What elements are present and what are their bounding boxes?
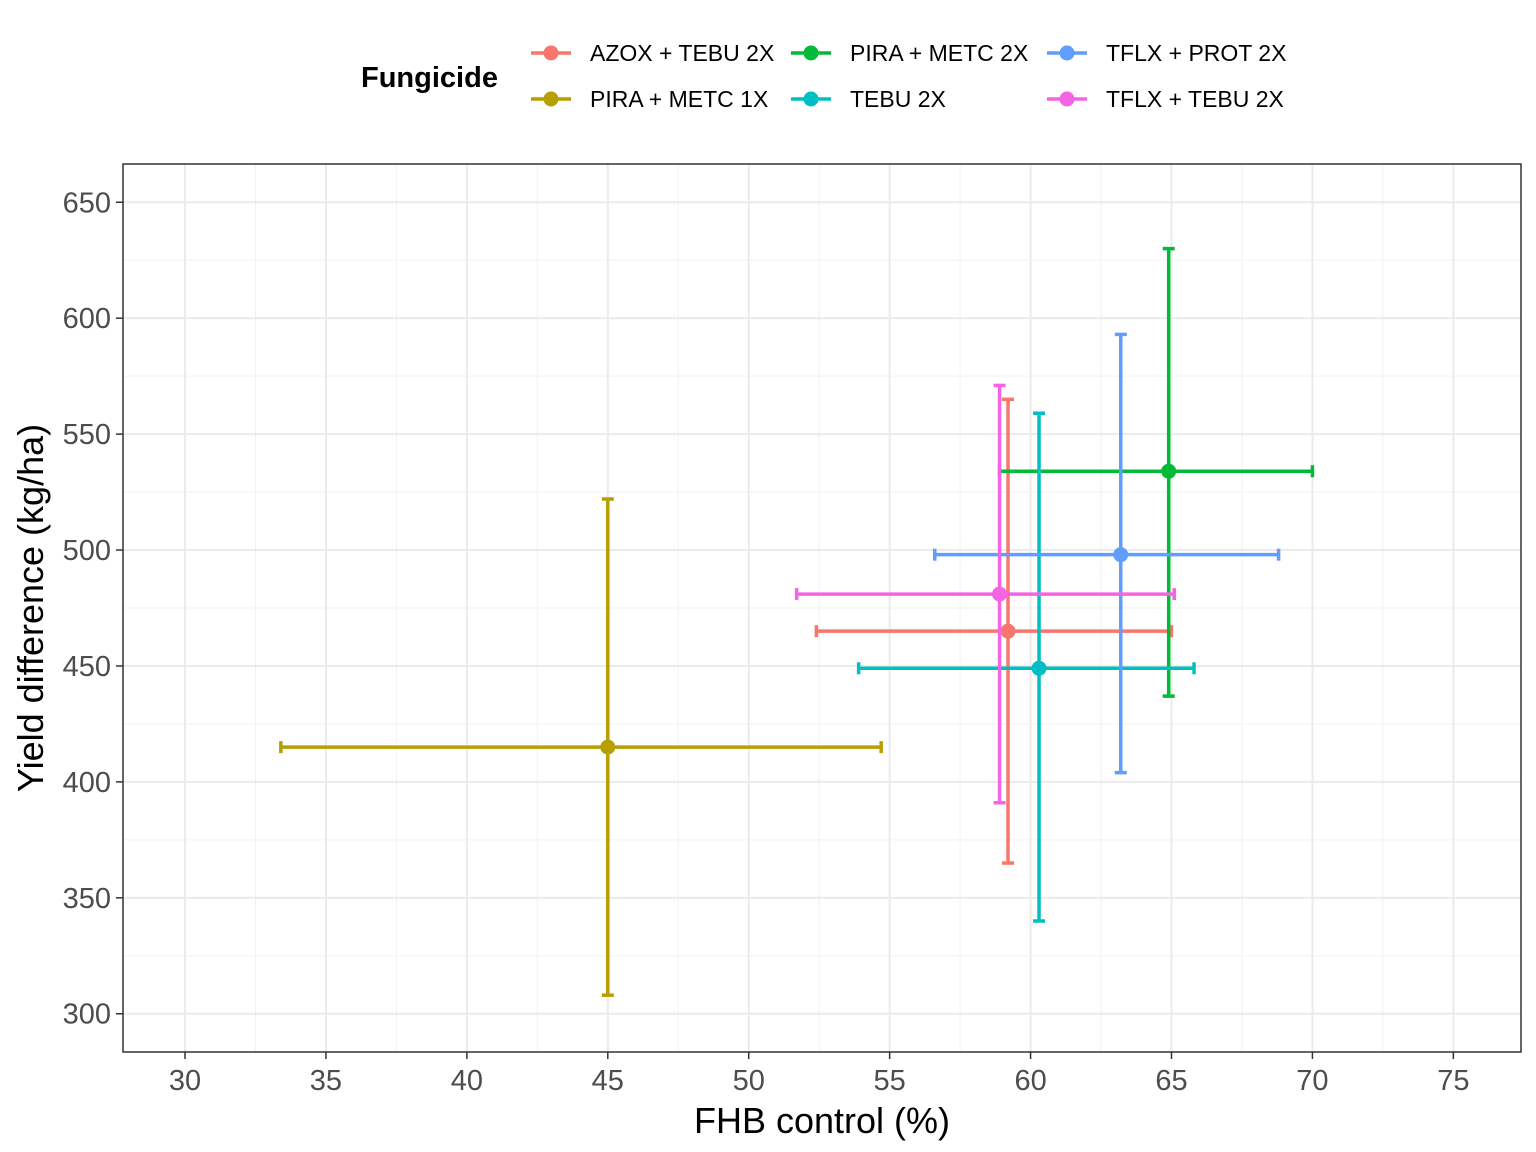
x-tick-label: 60 bbox=[1014, 1065, 1046, 1097]
grid-minor bbox=[123, 164, 1521, 1052]
x-tick-label: 45 bbox=[592, 1065, 624, 1097]
y-tick-label: 400 bbox=[63, 767, 111, 799]
data-point bbox=[1161, 463, 1177, 479]
legend-key-point bbox=[803, 45, 819, 61]
data-point bbox=[600, 739, 616, 755]
series-group bbox=[279, 497, 883, 997]
x-tick-label: 30 bbox=[169, 1065, 201, 1097]
legend-label: TFLX + PROT 2X bbox=[1106, 40, 1286, 66]
legend-key-point bbox=[543, 45, 559, 61]
x-tick-label: 35 bbox=[310, 1065, 342, 1097]
data-point bbox=[1000, 623, 1016, 639]
x-tick-label: 40 bbox=[451, 1065, 483, 1097]
legend-item: PIRA + METC 1X bbox=[531, 86, 768, 112]
y-axis: 300 350 400 450 500 550 600 650 bbox=[63, 187, 123, 1031]
data-point bbox=[1113, 547, 1129, 563]
x-tick-label: 65 bbox=[1155, 1065, 1187, 1097]
legend-label: AZOX + TEBU 2X bbox=[590, 40, 774, 66]
y-tick-label: 600 bbox=[63, 303, 111, 335]
legend-item: AZOX + TEBU 2X bbox=[531, 40, 774, 66]
grid-major bbox=[123, 164, 1521, 1052]
x-axis: 30 35 40 45 50 55 60 65 70 75 bbox=[169, 1052, 1469, 1097]
data-point bbox=[992, 586, 1008, 602]
y-tick-label: 350 bbox=[63, 883, 111, 915]
legend-label: TFLX + TEBU 2X bbox=[1106, 86, 1284, 112]
x-tick-label: 55 bbox=[874, 1065, 906, 1097]
x-axis-title: FHB control (%) bbox=[694, 1100, 950, 1141]
series-group bbox=[932, 332, 1281, 775]
y-tick-label: 300 bbox=[63, 999, 111, 1031]
legend-item: TEBU 2X bbox=[791, 86, 946, 112]
y-tick-label: 500 bbox=[63, 535, 111, 567]
legend-title: Fungicide bbox=[361, 62, 498, 94]
legend-key-point bbox=[1059, 91, 1075, 107]
legend-key-point bbox=[543, 91, 559, 107]
y-tick-label: 450 bbox=[63, 651, 111, 683]
legend-key-point bbox=[1059, 45, 1075, 61]
legend: Fungicide AZOX + TEBU 2X PIRA + METC 1X PI… bbox=[361, 40, 1286, 112]
y-axis-title: Yield difference (kg/ha) bbox=[10, 424, 51, 792]
legend-item: TFLX + TEBU 2X bbox=[1047, 86, 1284, 112]
series-group bbox=[794, 383, 1177, 805]
panel-border bbox=[122, 163, 1522, 1053]
series-group bbox=[814, 397, 1174, 865]
y-tick-label: 550 bbox=[63, 419, 111, 451]
series-layer bbox=[279, 246, 1315, 997]
x-tick-label: 75 bbox=[1437, 1065, 1469, 1097]
x-tick-label: 70 bbox=[1296, 1065, 1328, 1097]
legend-label: PIRA + METC 2X bbox=[850, 40, 1028, 66]
series-group bbox=[997, 246, 1315, 698]
data-point bbox=[1031, 660, 1047, 676]
legend-label: TEBU 2X bbox=[850, 86, 946, 112]
legend-key-point bbox=[803, 91, 819, 107]
legend-item: PIRA + METC 2X bbox=[791, 40, 1028, 66]
x-tick-label: 50 bbox=[733, 1065, 765, 1097]
legend-label: PIRA + METC 1X bbox=[590, 86, 768, 112]
series-group bbox=[856, 411, 1196, 923]
legend-item: TFLX + PROT 2X bbox=[1047, 40, 1286, 66]
y-tick-label: 650 bbox=[63, 187, 111, 219]
